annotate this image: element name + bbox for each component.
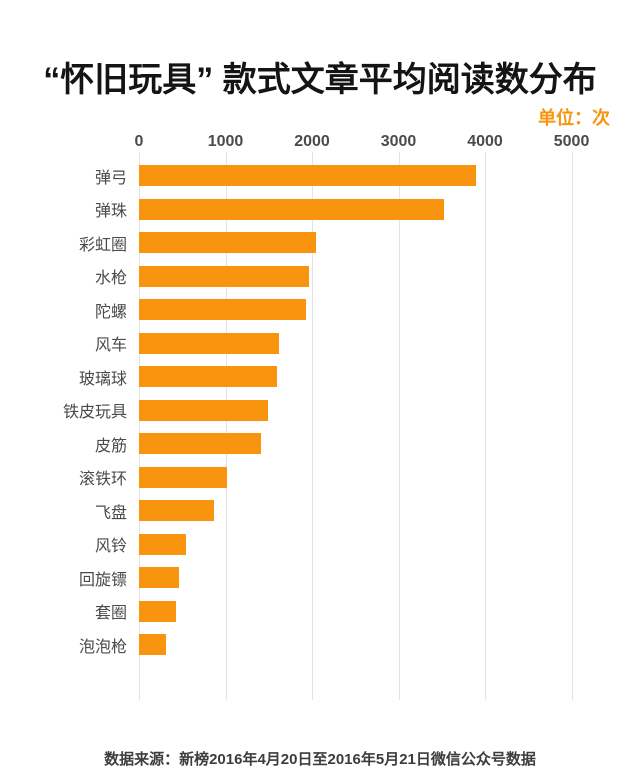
- plot-area: 弹弓弹珠彩虹圈水枪陀螺风车玻璃球铁皮玩具皮筋滚铁环飞盘风铃回旋镖套圈泡泡枪: [0, 152, 640, 700]
- bar: [139, 232, 317, 254]
- bar-track: [139, 466, 620, 488]
- axis-tick-label: 3000: [380, 133, 417, 150]
- bar-track: [139, 533, 620, 555]
- bar-row: 泡泡枪: [0, 628, 620, 662]
- category-label: 回旋镖: [78, 571, 127, 589]
- bar: [139, 634, 166, 656]
- bar-row: 套圈: [0, 595, 620, 629]
- bar: [139, 500, 215, 522]
- bar-track: [139, 433, 620, 455]
- gridline: [571, 152, 573, 700]
- bar-row: 水枪: [0, 260, 620, 294]
- bar-row: 铁皮玩具: [0, 394, 620, 428]
- bar: [139, 533, 186, 555]
- bar: [139, 265, 310, 287]
- bar: [139, 600, 177, 622]
- bar: [139, 399, 268, 421]
- gridline: [312, 152, 314, 700]
- category-label: 水枪: [94, 270, 127, 288]
- gridlines: [139, 152, 620, 700]
- bar-track: [139, 265, 620, 287]
- bar-track: [139, 366, 620, 388]
- axis-tick-label: 4000: [467, 133, 503, 150]
- category-label: 玻璃球: [78, 370, 127, 388]
- bar-track: [139, 600, 620, 622]
- gridline: [139, 152, 140, 700]
- category-label: 风车: [94, 337, 127, 355]
- bar-row: 风铃: [0, 528, 620, 562]
- bar-track: [139, 332, 620, 354]
- bar: [139, 332, 280, 354]
- bar-row: 弹珠: [0, 193, 620, 227]
- chart-title: “怀旧玩具” 款式文章平均阅读数分布: [43, 61, 597, 99]
- bar-row: 彩虹圈: [0, 226, 620, 260]
- bar-track: [139, 198, 620, 220]
- axis-tick-label: 2000: [294, 133, 330, 150]
- bar-track: [139, 567, 620, 589]
- category-label: 飞盘: [94, 504, 127, 522]
- bar-track: [139, 634, 620, 656]
- bar-row: 玻璃球: [0, 360, 620, 394]
- bar: [139, 165, 477, 187]
- bar: [139, 198, 444, 220]
- bar-row: 皮筋: [0, 427, 620, 461]
- axis-tick-label: 0: [134, 133, 144, 150]
- axis-tick-label: 5000: [553, 133, 590, 150]
- bar-row: 滚铁环: [0, 461, 620, 495]
- bar-track: [139, 299, 620, 321]
- bar: [139, 366, 278, 388]
- category-label: 铁皮玩具: [62, 404, 127, 422]
- category-label: 套圈: [94, 605, 127, 623]
- category-label: 弹珠: [94, 203, 127, 221]
- source-note: 数据来源：新榜2016年4月20日至2016年5月21日微信公众号数据: [104, 751, 536, 768]
- category-label: 泡泡枪: [78, 638, 127, 656]
- gridline: [485, 152, 487, 700]
- bar-track: [139, 232, 620, 254]
- bar-row: 飞盘: [0, 494, 620, 528]
- category-label: 滚铁环: [78, 471, 127, 489]
- category-label: 弹弓: [94, 169, 127, 187]
- bar: [139, 567, 179, 589]
- bar-track: [139, 399, 620, 421]
- x-axis: 0 1000 2000 3000 4000 5000: [135, 133, 620, 153]
- bar: [139, 299, 306, 321]
- bar-track: [139, 500, 620, 522]
- bar-rows: 弹弓弹珠彩虹圈水枪陀螺风车玻璃球铁皮玩具皮筋滚铁环飞盘风铃回旋镖套圈泡泡枪: [0, 159, 620, 662]
- bar-row: 风车: [0, 327, 620, 361]
- category-label: 风铃: [94, 538, 127, 556]
- category-label: 皮筋: [94, 437, 127, 455]
- gridline: [398, 152, 400, 700]
- unit-label: 单位：次: [538, 108, 610, 128]
- bar-track: [139, 165, 620, 187]
- axis-tick-label: 1000: [207, 133, 244, 150]
- bar: [139, 433, 261, 455]
- bar-row: 回旋镖: [0, 561, 620, 595]
- category-label: 彩虹圈: [78, 236, 127, 254]
- gridline: [225, 152, 227, 700]
- category-label: 陀螺: [94, 303, 127, 321]
- bar-row: 陀螺: [0, 293, 620, 327]
- bar: [139, 466, 228, 488]
- bar-row: 弹弓: [0, 159, 620, 193]
